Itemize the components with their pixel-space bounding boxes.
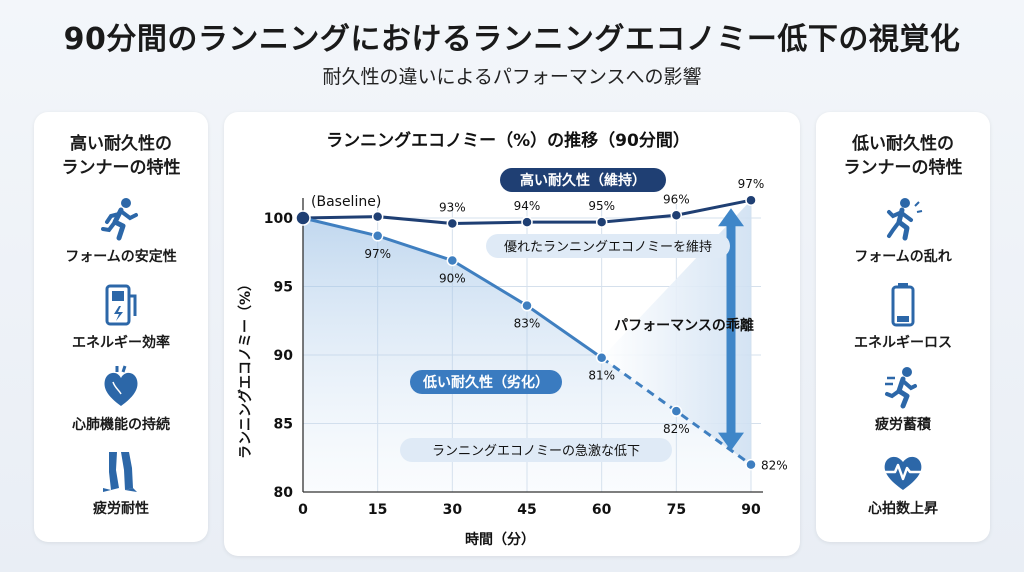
low-series-pill [410, 370, 562, 394]
x-tick-label: 90 [741, 502, 761, 518]
feature-label: 心肺機能の持続 [72, 417, 170, 433]
low-durability-heading: 低い耐久性の ランナーの特性 [816, 132, 990, 180]
page-subtitle: 耐久性の違いによるパフォーマンスへの影響 [322, 66, 702, 88]
low-durability-point [371, 230, 384, 242]
high-durability-panel: 高い耐久性の ランナーの特性 フォームの安定性 エネルギー効率 心肺機能の持続 [34, 112, 208, 542]
line-chart: ランニングエコノミー（%）の推移（90分間） 80 85 90 95 100 0 15 30 4… [237, 130, 788, 548]
high-durability-point [670, 209, 683, 222]
x-axis-label: 時間（分） [465, 531, 535, 548]
low-durability-data-label: 82% [761, 459, 788, 473]
low-durability-panel: 低い耐久性の ランナーの特性 フォームの乱れ エネルギーロス 疲労蓄積 [816, 112, 990, 542]
y-tick-label: 85 [274, 417, 293, 433]
low-durability-point [446, 254, 459, 267]
feature-label: 心拍数上昇 [868, 501, 938, 517]
y-tick-label: 80 [274, 485, 294, 501]
low-durability-data-label: 97% [364, 247, 391, 261]
high-durability-data-label: 94% [514, 199, 541, 213]
y-axis-label: ランニングエコノミー（%） [237, 277, 254, 459]
annotation-maintain: 優れたランニングエコノミーを維持 [504, 240, 712, 255]
chart-axes [302, 198, 763, 493]
feature-heart-rate: 心拍数上昇 [816, 448, 990, 518]
low-series-name: 低い耐久性（劣化） [422, 374, 549, 391]
x-tick-label: 15 [368, 502, 387, 518]
high-durability-point [745, 194, 757, 206]
feature-label: エネルギーロス [854, 335, 952, 351]
feature-fatigue-resistance: 疲労耐性 [34, 448, 208, 518]
y-tick-label: 100 [264, 211, 293, 227]
high-durability-point [446, 217, 459, 230]
low-durability-point [521, 299, 533, 312]
annotation-decline: ランニングエコノミーの急激な低下 [432, 444, 640, 459]
chart-series [295, 194, 757, 471]
charging-battery-icon [105, 284, 137, 326]
x-tick-label: 45 [517, 502, 536, 518]
feature-cardio-endurance: 心肺機能の持続 [34, 364, 208, 434]
feature-fatigue-buildup: 疲労蓄積 [816, 364, 990, 434]
low-durability-heading-line1: 低い耐久性の [852, 134, 954, 154]
low-durability-data-label: 82% [663, 422, 690, 436]
tired-runner-icon [885, 367, 917, 409]
x-tick-label: 30 [443, 502, 463, 518]
high-durability-heading-line2: ランナーの特性 [61, 158, 181, 178]
x-tick-label: 60 [592, 502, 612, 518]
axis-ticks: 80 85 90 95 100 0 15 30 45 60 75 90 [264, 211, 761, 518]
feature-form-stability: フォームの安定性 [34, 196, 208, 266]
y-tick-label: 95 [274, 280, 293, 296]
data-labels: (Baseline) 93% 94% 95% 96% 97% 97% 90% 83% 81% 82%… [311, 177, 788, 472]
high-durability-heading: 高い耐久性の ランナーの特性 [34, 132, 208, 180]
low-battery-icon [891, 283, 915, 327]
feature-label: 疲労耐性 [93, 501, 149, 517]
performance-gap-band [601, 200, 751, 465]
page-title: 90分間のランニングにおけるランニングエコノミー低下の視覚化 [63, 22, 961, 57]
x-tick-label: 0 [298, 502, 308, 518]
feature-label: フォームの乱れ [854, 249, 952, 265]
running-person-icon [101, 198, 138, 241]
feature-label: フォームの安定性 [65, 249, 177, 265]
high-series-name: 高い耐久性（維持） [520, 172, 646, 189]
low-durability-point [595, 351, 608, 364]
low-durability-data-label: 81% [588, 369, 615, 383]
high-durability-point [521, 216, 533, 228]
high-durability-point [295, 210, 311, 226]
feature-energy-efficiency: エネルギー効率 [34, 282, 208, 352]
feature-energy-loss: エネルギーロス [816, 282, 990, 352]
low-durability-point [670, 405, 683, 417]
feature-form-breakdown: フォームの乱れ [816, 196, 990, 266]
y-tick-label: 90 [274, 348, 294, 364]
x-tick-label: 75 [667, 502, 686, 518]
feature-label: エネルギー効率 [72, 335, 170, 351]
annotation-decline-pill [400, 438, 672, 462]
high-durability-data-label: 93% [439, 200, 466, 214]
chart-panel: ランニングエコノミー（%）の推移（90分間） 80 85 90 95 100 0 15 30 4… [224, 112, 800, 556]
low-durability-point [745, 458, 757, 471]
low-durability-heading-line2: ランナーの特性 [843, 158, 963, 178]
heart-icon [104, 365, 138, 406]
low-durability-data-label: 90% [439, 271, 466, 285]
annotation-maintain-pill [486, 234, 730, 258]
divergence-arrow-head-up [718, 208, 744, 227]
high-durability-data-label: (Baseline) [311, 194, 381, 210]
high-durability-data-label: 95% [588, 199, 615, 213]
low-durability-area [303, 218, 751, 492]
high-series-pill [500, 168, 666, 192]
annotation-divergence: パフォーマンスの乖離 [614, 317, 754, 334]
feature-label: 疲労蓄積 [875, 417, 931, 433]
heart-rate-icon [884, 456, 922, 490]
chart-title: ランニングエコノミー（%）の推移（90分間） [326, 130, 690, 151]
stumbling-runner-icon [887, 198, 923, 241]
high-durability-point [371, 210, 384, 223]
high-durability-data-label: 96% [663, 192, 690, 206]
divergence-arrow-head-down [718, 432, 744, 451]
high-durability-data-label: 97% [738, 177, 765, 191]
divergence-arrow [718, 208, 744, 451]
legs-icon [103, 452, 137, 492]
low-durability-data-label: 83% [514, 317, 541, 331]
high-durability-point [595, 216, 608, 228]
high-durability-heading-line1: 高い耐久性の [70, 134, 172, 154]
